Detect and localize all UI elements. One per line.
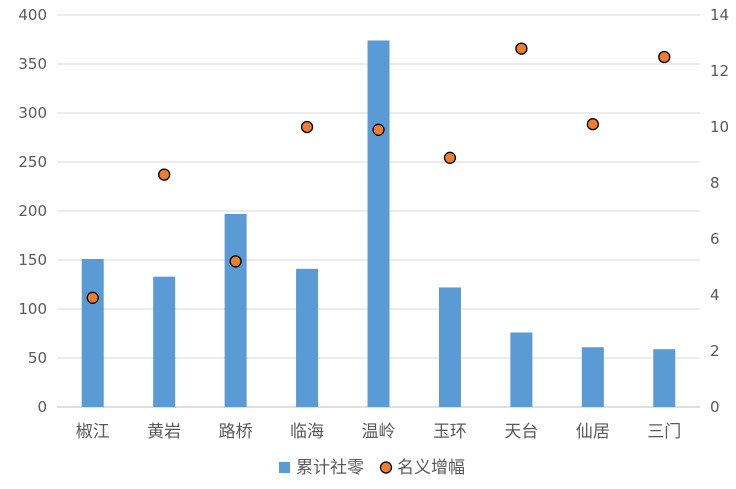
left-axis-tick-label: 200: [18, 202, 47, 220]
category-label: 黄岩: [147, 422, 181, 442]
right-axis-tick-label: 10: [710, 118, 729, 136]
legend-bar-swatch: [279, 462, 290, 473]
category-label: 天台: [504, 422, 538, 442]
left-axis-ticks: 0 50 100 150 200 250 300 350 400: [18, 6, 47, 416]
point-仙居: [586, 118, 599, 131]
legend-label-bar: 累计社零: [296, 458, 364, 478]
left-axis-tick-label: 0: [37, 398, 47, 416]
category-label: 椒江: [76, 422, 110, 442]
legend-label-point: 名义增幅: [397, 458, 465, 478]
category-label: 路桥: [219, 422, 253, 442]
point-温岭: [372, 123, 385, 136]
category-label: 仙居: [576, 422, 610, 442]
right-axis-tick-label: 12: [710, 62, 729, 80]
left-axis-tick-label: 100: [18, 300, 47, 318]
bar-临海: [296, 268, 319, 407]
point-三门: [658, 50, 671, 64]
right-axis-tick-label: 6: [710, 230, 720, 248]
bar-仙居: [581, 347, 604, 407]
left-axis-tick-label: 400: [18, 6, 47, 24]
right-axis-ticks: 0 2 4 6 8 10 12 14: [710, 6, 729, 416]
point-临海: [300, 120, 314, 134]
left-axis-tick-label: 350: [18, 55, 47, 73]
bar-黄岩: [153, 276, 176, 407]
scatter-series: [86, 42, 671, 304]
left-axis-tick-label: 50: [28, 349, 47, 367]
right-axis-tick-label: 14: [710, 6, 729, 24]
legend-point-swatch: [379, 461, 393, 474]
right-axis-tick-label: 4: [710, 286, 720, 304]
right-axis-tick-label: 0: [710, 398, 720, 416]
bar-椒江: [81, 259, 104, 407]
bar-天台: [510, 332, 533, 407]
right-axis-tick-label: 2: [710, 342, 720, 360]
bar-三门: [653, 349, 676, 407]
category-labels: 椒江 黄岩 路桥 临海 温岭 玉环 天台 仙居 三门: [76, 422, 682, 442]
bar-路桥: [224, 213, 247, 407]
category-label: 玉环: [433, 422, 467, 442]
legend: 累计社零 名义增幅: [279, 458, 465, 478]
left-axis-tick-label: 300: [18, 104, 47, 122]
bar-温岭: [367, 40, 390, 407]
point-路桥: [229, 255, 242, 268]
bar-series: [81, 40, 676, 407]
left-axis-tick-label: 250: [18, 153, 47, 171]
bar-玉环: [438, 287, 461, 407]
category-label: 三门: [647, 422, 681, 442]
point-天台: [515, 42, 528, 55]
left-axis-tick-label: 150: [18, 251, 47, 269]
point-玉环: [443, 151, 457, 164]
category-label: 临海: [290, 422, 324, 442]
category-label: 温岭: [362, 422, 396, 442]
point-黄岩: [158, 168, 171, 181]
right-axis-tick-label: 8: [710, 174, 720, 192]
point-椒江: [86, 291, 99, 304]
